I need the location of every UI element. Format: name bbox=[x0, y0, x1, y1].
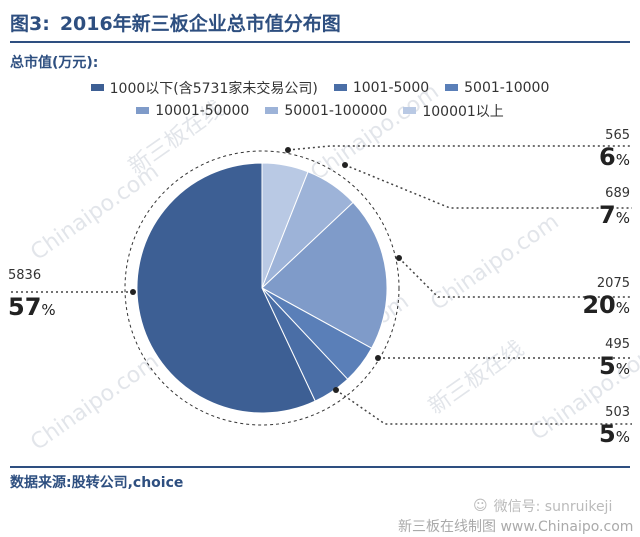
legend-label: 10001-50000 bbox=[155, 102, 250, 119]
legend-label: 1001-5000 bbox=[352, 79, 430, 96]
legend-label: 50001-100000 bbox=[284, 102, 388, 119]
legend-item: 10001-50000 bbox=[136, 103, 249, 119]
legend-item: 100001以上 bbox=[403, 101, 504, 121]
label-50001-100000: 689 7% bbox=[599, 186, 630, 229]
data-source: 数据来源:股转公司,choice bbox=[10, 475, 184, 491]
legend-swatch bbox=[136, 107, 150, 114]
footer-watermark: 新三板在线制图 www.Chinaipo.com bbox=[398, 519, 634, 535]
leader-dots bbox=[130, 147, 402, 393]
pie-slice-10001-50000 bbox=[261, 201, 388, 349]
legend-swatch bbox=[445, 84, 459, 91]
legend-label: 5001-10000 bbox=[464, 79, 550, 96]
title-divider bbox=[10, 41, 630, 43]
legend-swatch bbox=[90, 84, 104, 91]
legend-item: 5001-10000 bbox=[445, 80, 549, 96]
wechat-icon: ☺ bbox=[473, 498, 488, 514]
legend-swatch bbox=[333, 84, 347, 91]
chart-title-bar: 图3: 2016年新三板企业总市值分布图 bbox=[10, 4, 341, 40]
legend-item: 1000以下(含5731家未交易公司) bbox=[90, 78, 318, 98]
legend-item: 1001-5000 bbox=[333, 79, 430, 96]
legend: 1000以下(含5731家未交易公司) 1001-5000 5001-10000… bbox=[0, 76, 640, 122]
unit-label: 总市值(万元): bbox=[10, 55, 99, 71]
legend-item: 50001-100000 bbox=[265, 103, 387, 119]
pie-slice-under-1000 bbox=[136, 162, 316, 414]
label-under-1000: 5836 57% bbox=[8, 268, 56, 321]
legend-label: 100001以上 bbox=[422, 103, 504, 120]
figure-tag: 图3: bbox=[10, 12, 50, 35]
wechat-id: ☺ 微信号: sunruikeji bbox=[473, 498, 613, 515]
leader-lines bbox=[8, 145, 632, 425]
label-5001-10000: 495 5% bbox=[599, 337, 630, 380]
legend-swatch bbox=[403, 107, 417, 114]
footer-divider bbox=[10, 466, 630, 468]
label-100001-plus: 565 6% bbox=[599, 128, 630, 171]
legend-label: 1000以下(含5731家未交易公司) bbox=[109, 80, 318, 97]
legend-swatch bbox=[265, 107, 279, 114]
label-1001-5000: 503 5% bbox=[599, 405, 630, 448]
legend-row-1: 1000以下(含5731家未交易公司) 1001-5000 5001-10000 bbox=[0, 76, 640, 99]
label-10001-50000: 2075 20% bbox=[582, 276, 630, 319]
legend-row-2: 10001-50000 50001-100000 100001以上 bbox=[0, 99, 640, 122]
chart-title: 2016年新三板企业总市值分布图 bbox=[59, 12, 341, 35]
pie-outer-ring bbox=[124, 150, 400, 426]
